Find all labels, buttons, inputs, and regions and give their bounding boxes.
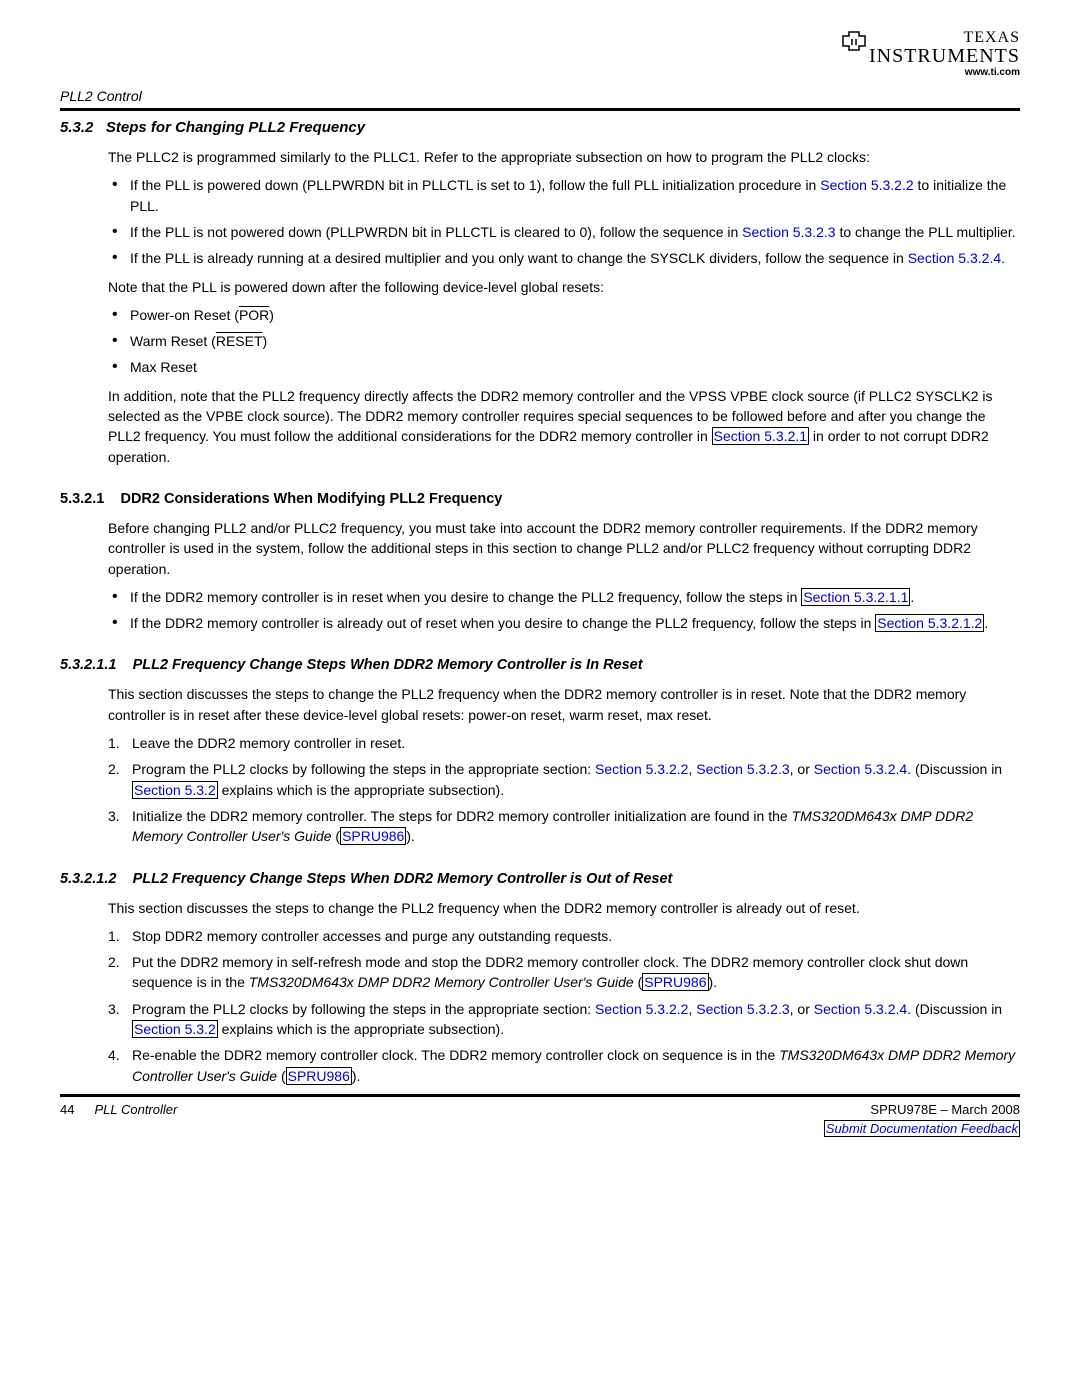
logo-instruments: INSTRUMENTS [869,46,1020,66]
link-53212[interactable]: Section 5.3.2.1.2 [875,614,984,632]
ti-logo: TEXAS INSTRUMENTS www.ti.com [841,30,1020,78]
page-footer: 44 PLL Controller SPRU978E – March 2008 … [60,1101,1020,1139]
step-item: Put the DDR2 memory in self-refresh mode… [108,952,1020,993]
section4-intro: This section discusses the steps to chan… [108,898,1020,918]
section-heading: 5.3.2 Steps for Changing PLL2 Frequency [60,117,1020,139]
page-number: 44 [60,1101,74,1139]
bullet-item: Power-on Reset (POR) [108,305,1020,325]
subsubsection-heading: 5.3.2.1.1 PLL2 Frequency Change Steps Wh… [60,655,1020,676]
subsubsection-title-2: PLL2 Frequency Change Steps When DDR2 Me… [133,871,673,887]
section4-steps: Stop DDR2 memory controller accesses and… [108,926,1020,1086]
footer-rule [60,1094,1020,1097]
section-title: Steps for Changing PLL2 Frequency [106,119,365,136]
subsubsection-num: 5.3.2.1.1 [60,657,116,673]
link-53211[interactable]: Section 5.3.2.1.1 [801,588,910,606]
page-header: TEXAS INSTRUMENTS www.ti.com [60,30,1020,78]
subsection-num: 5.3.2.1 [60,491,104,507]
subsection-title: DDR2 Considerations When Modifying PLL2 … [120,491,502,507]
link-5322[interactable]: Section 5.3.2.2 [820,177,913,193]
breadcrumb: PLL2 Control [60,86,1020,106]
header-rule [60,108,1020,111]
step-item: Stop DDR2 memory controller accesses and… [108,926,1020,946]
step-item: Re-enable the DDR2 memory controller clo… [108,1045,1020,1086]
step-item: Program the PLL2 clocks by following the… [108,759,1020,800]
section2-bullets: If the DDR2 memory controller is in rese… [108,587,1020,634]
link-5323c[interactable]: Section 5.3.2.3 [696,1001,789,1017]
subsection-heading: 5.3.2.1 DDR2 Considerations When Modifyi… [60,489,1020,510]
feedback-link[interactable]: Submit Documentation Feedback [824,1120,1020,1137]
link-532b[interactable]: Section 5.3.2 [132,1020,218,1038]
subsubsection-title: PLL2 Frequency Change Steps When DDR2 Me… [133,657,643,673]
link-5323[interactable]: Section 5.3.2.3 [742,224,835,240]
logo-url: www.ti.com [841,68,1020,78]
bullet-item: Max Reset [108,357,1020,377]
step-item: Initialize the DDR2 memory controller. T… [108,806,1020,847]
section3-intro: This section discusses the steps to chan… [108,684,1020,725]
section3-steps: Leave the DDR2 memory controller in rese… [108,733,1020,846]
subsubsection-heading-2: 5.3.2.1.2 PLL2 Frequency Change Steps Wh… [60,869,1020,890]
section1-resets: Power-on Reset (POR) Warm Reset (RESET) … [108,305,1020,378]
link-spru986[interactable]: SPRU986 [340,827,406,845]
link-532[interactable]: Section 5.3.2 [132,781,218,799]
link-5322b[interactable]: Section 5.3.2.2 [595,761,688,777]
link-spru986c[interactable]: SPRU986 [286,1067,352,1085]
bullet-item: If the DDR2 memory controller is already… [108,613,1020,633]
section1-addl: In addition, note that the PLL2 frequenc… [108,386,1020,467]
logo-texas: TEXAS [869,30,1020,46]
step-item: Program the PLL2 clocks by following the… [108,999,1020,1040]
chapter-name: PLL Controller [94,1101,177,1139]
section1-intro: The PLLC2 is programmed similarly to the… [108,147,1020,167]
doc-id: SPRU978E – March 2008 [824,1101,1020,1120]
bullet-item: If the PLL is already running at a desir… [108,248,1020,268]
link-5323b[interactable]: Section 5.3.2.3 [696,761,789,777]
section1-bullets: If the PLL is powered down (PLLPWRDN bit… [108,175,1020,268]
link-5322c[interactable]: Section 5.3.2.2 [595,1001,688,1017]
bullet-item: If the PLL is not powered down (PLLPWRDN… [108,222,1020,242]
bullet-item: Warm Reset (RESET) [108,331,1020,351]
link-5324c[interactable]: Section 5.3.2.4 [814,1001,907,1017]
bullet-item: If the DDR2 memory controller is in rese… [108,587,1020,607]
link-5321[interactable]: Section 5.3.2.1 [712,427,809,445]
subsubsection-num-2: 5.3.2.1.2 [60,871,116,887]
step-item: Leave the DDR2 memory controller in rese… [108,733,1020,753]
link-5324b[interactable]: Section 5.3.2.4 [814,761,907,777]
link-5324[interactable]: Section 5.3.2.4 [908,250,1001,266]
section1-note: Note that the PLL is powered down after … [108,277,1020,297]
bullet-item: If the PLL is powered down (PLLPWRDN bit… [108,175,1020,216]
ti-chip-icon [841,30,867,56]
section-num: 5.3.2 [60,119,93,136]
link-spru986b[interactable]: SPRU986 [642,973,708,991]
section2-intro: Before changing PLL2 and/or PLLC2 freque… [108,518,1020,579]
